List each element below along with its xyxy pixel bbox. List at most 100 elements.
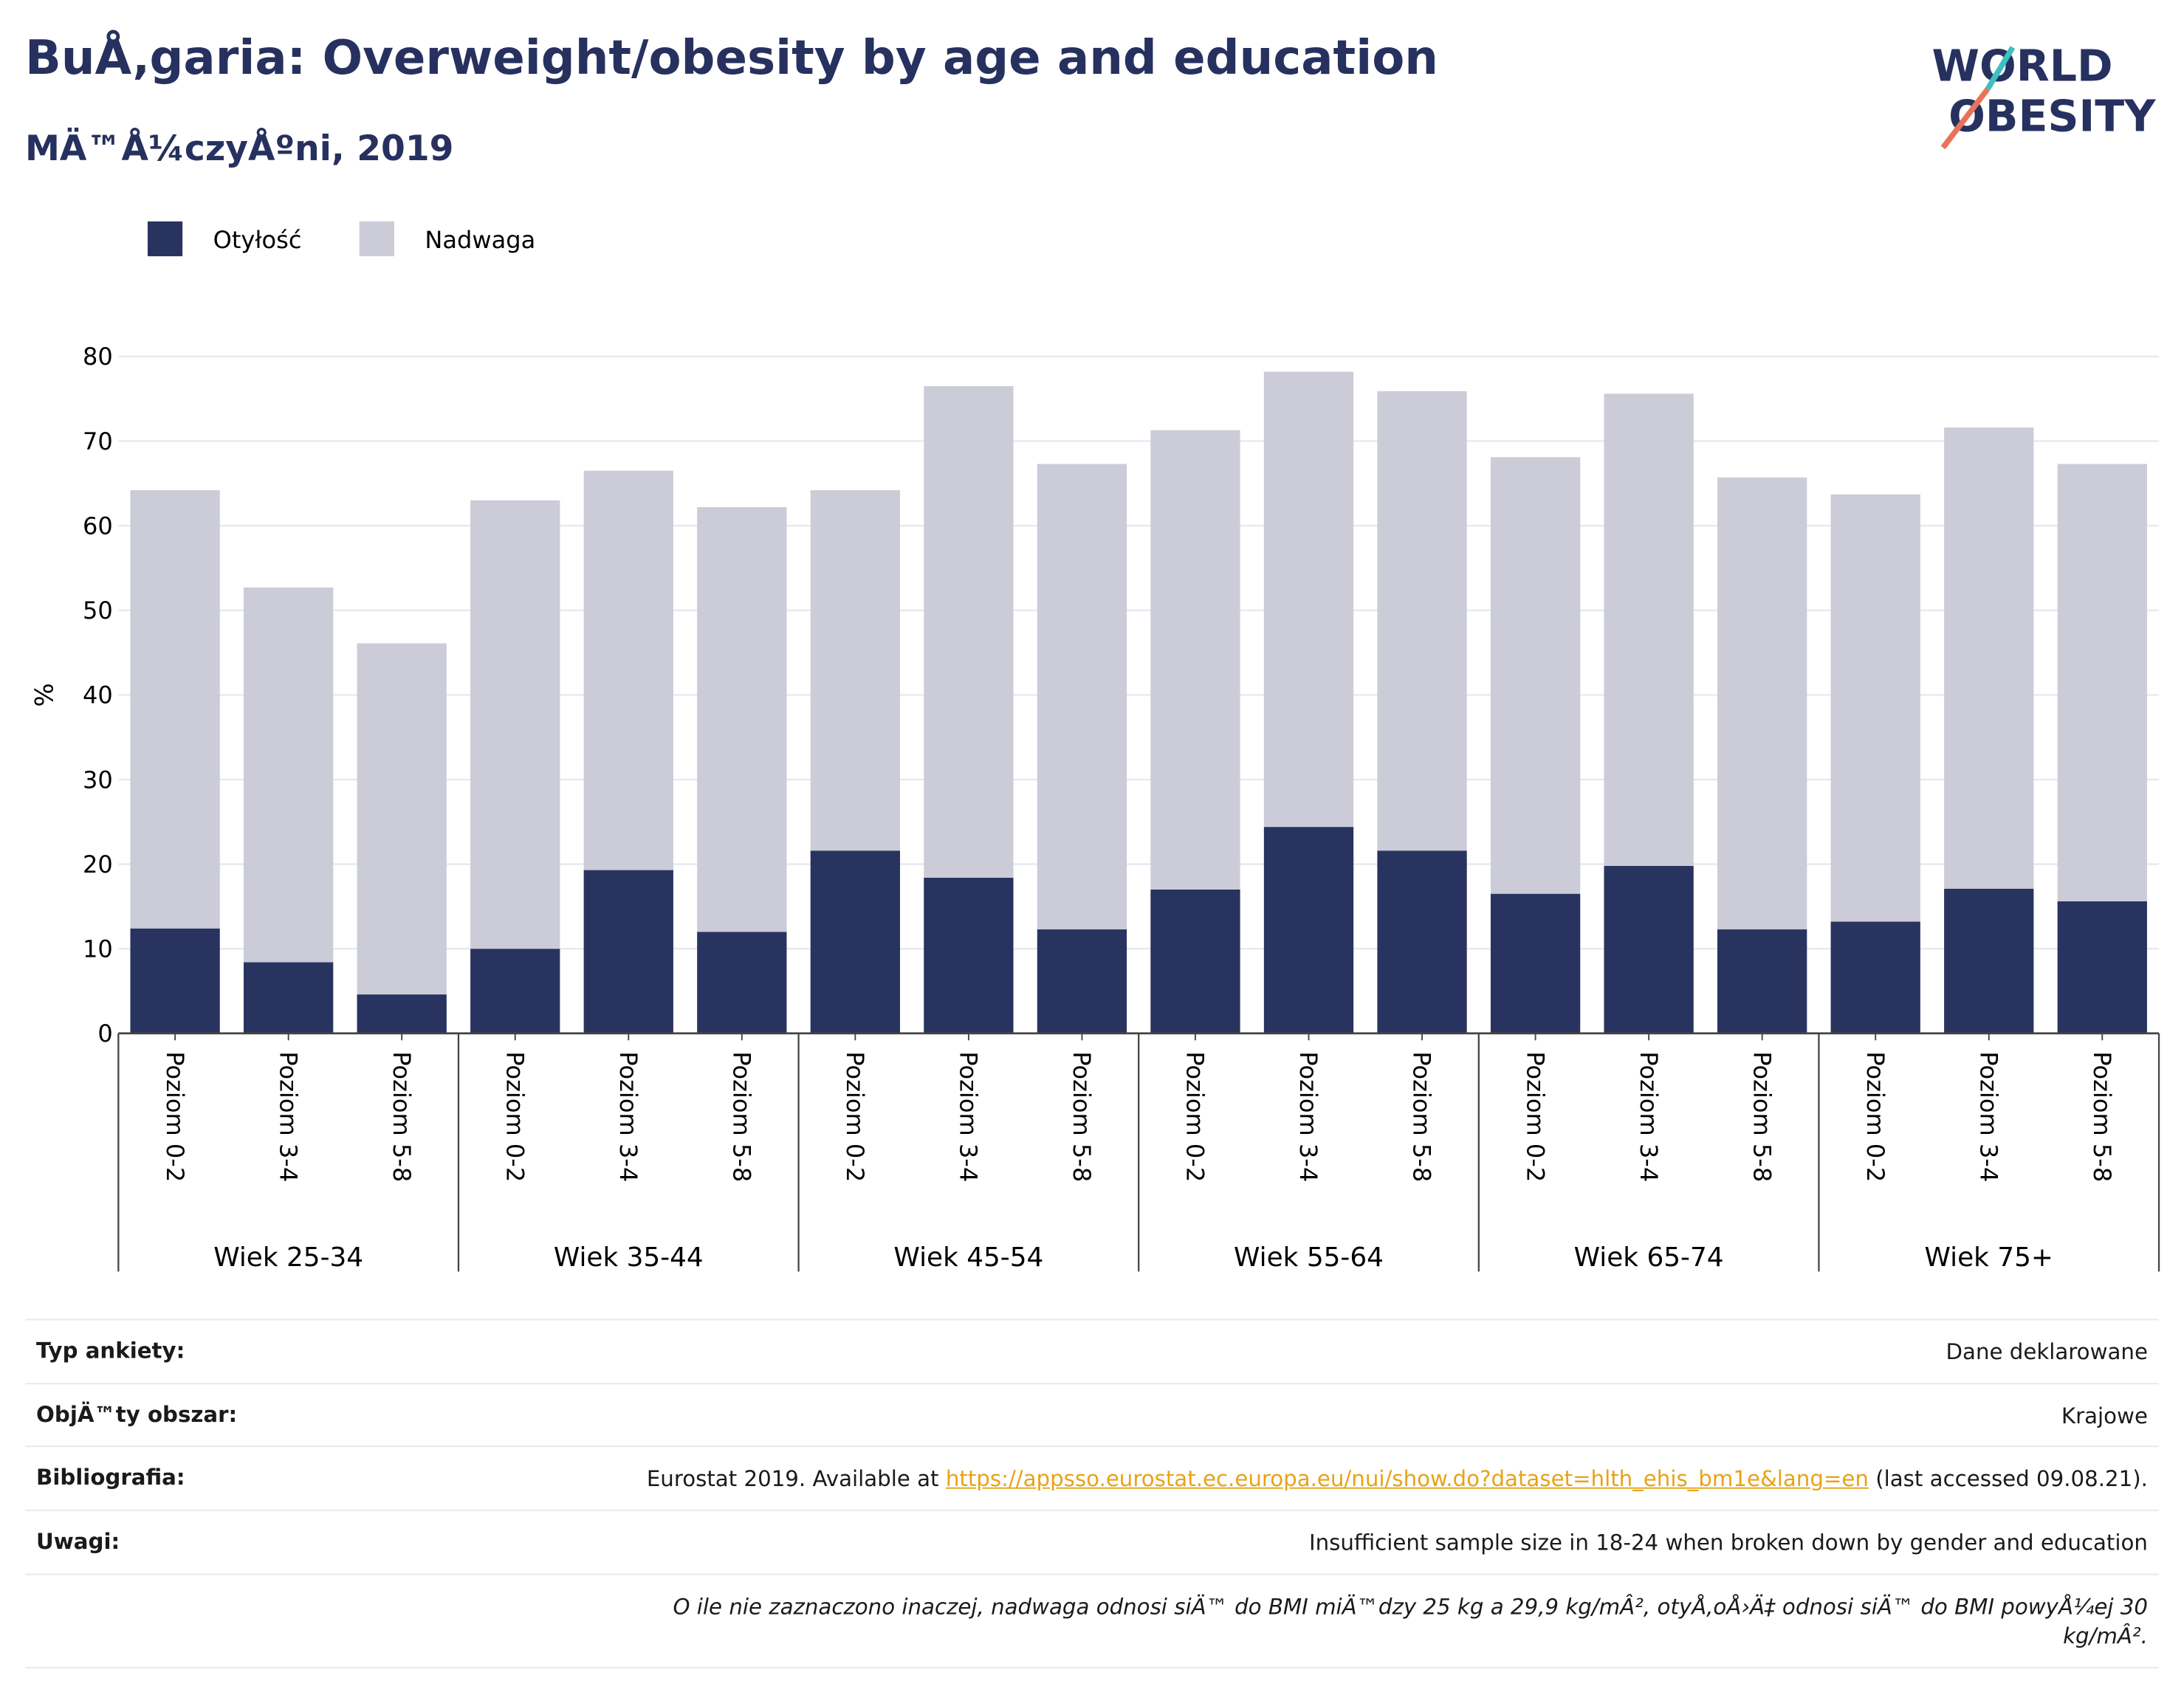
bar-segment — [2057, 464, 2147, 901]
bar-segment — [244, 962, 334, 1034]
x-tick-label: Poziom 5-8 — [2088, 1051, 2116, 1182]
bar-segment — [1604, 393, 1694, 866]
info-text: (last accessed 09.08.21). — [1868, 1467, 2148, 1493]
bar-segment — [1377, 850, 1467, 1034]
bar-segment — [470, 500, 560, 949]
legend-label: Nadwaga — [425, 226, 535, 254]
legend-label: Otyłość — [213, 226, 302, 254]
y-tick-label: 10 — [83, 935, 113, 963]
info-text: Insufficient sample size in 18-24 when b… — [1308, 1530, 2148, 1556]
bar-segment — [1150, 889, 1240, 1034]
logo-word: WORLD — [1932, 41, 2113, 91]
subtitle: MÄ™Å¼czyÅºni, 2019 — [24, 128, 454, 169]
note-row: O ile nie zaznaczono inaczej, nadwaga od… — [24, 1573, 2160, 1669]
bar-segment — [810, 850, 900, 1034]
bar-segment — [1490, 893, 1581, 1034]
y-tick-label: 80 — [83, 343, 113, 371]
title: BuÅ‚garia: Overweight/obesity by age and… — [24, 30, 1438, 86]
link[interactable]: https://appsso.eurostat.ec.europa.eu/nui… — [945, 1467, 1869, 1493]
bar-segment — [583, 470, 673, 870]
bar-segment — [1037, 464, 1127, 929]
info-value: Eurostat 2019. Available at https://apps… — [647, 1465, 2148, 1496]
bar-segment — [357, 994, 447, 1034]
info-row: ObjÄ™ty obszar: Krajowe — [24, 1382, 2160, 1446]
info-text: Dane deklarowane — [1946, 1339, 2148, 1365]
x-tick-label: Poziom 3-4 — [1635, 1051, 1663, 1182]
bar-segment — [1830, 494, 1920, 922]
group-label: Wiek 55-64 — [1234, 1242, 1384, 1273]
logo: WORLD OBESITY — [1932, 41, 2156, 150]
x-tick-label: Poziom 5-8 — [1408, 1051, 1436, 1182]
info-label: ObjÄ™ty obszar: — [36, 1402, 238, 1428]
x-tick-label: Poziom 0-2 — [501, 1051, 529, 1182]
y-tick-label: 0 — [97, 1020, 112, 1048]
x-tick-label: Poziom 3-4 — [1974, 1051, 2002, 1182]
x-tick-label: Poziom 5-8 — [1068, 1051, 1096, 1182]
bar-segment — [244, 587, 334, 963]
x-tick-label: Poziom 5-8 — [727, 1051, 755, 1182]
x-tick-label: Poziom 0-2 — [841, 1051, 869, 1182]
group-label: Wiek 75+ — [1925, 1242, 2053, 1273]
x-tick-label: Poziom 3-4 — [1294, 1051, 1322, 1182]
x-tick-label: Poziom 0-2 — [1861, 1051, 1889, 1182]
y-tick-label: 50 — [83, 596, 113, 625]
bar-segment — [1150, 430, 1240, 890]
bar-segment — [583, 870, 673, 1034]
bar-segment — [1490, 457, 1581, 894]
x-tick-label: Poziom 0-2 — [1181, 1051, 1209, 1182]
bar-segment — [924, 877, 1014, 1034]
x-tick-label: Poziom 5-8 — [1748, 1051, 1776, 1182]
y-tick-label: 70 — [83, 427, 113, 455]
info-row: Uwagi: Insufficient sample size in 18-24 … — [24, 1510, 2160, 1573]
x-tick-label: Poziom 0-2 — [161, 1051, 189, 1182]
y-tick-label: 40 — [83, 681, 113, 709]
info-label: Uwagi: — [36, 1529, 120, 1555]
bar-segment — [697, 932, 787, 1034]
chart: 0 10 20 30 40 50 60 70 80% Otyłość Nadwaga Poziom 0… — [30, 221, 2160, 1273]
group-label: Wiek 35-44 — [554, 1242, 704, 1273]
bar-segment — [1263, 827, 1354, 1034]
bar-segment — [924, 386, 1014, 878]
note: O ile nie zaznaczono inaczej, nadwaga od… — [673, 1594, 2148, 1650]
x-tick-label: Poziom 0-2 — [1521, 1051, 1549, 1182]
group-label: Wiek 25-34 — [213, 1242, 363, 1273]
y-tick-label: 60 — [83, 512, 113, 540]
x-tick-label: Poziom 3-4 — [955, 1051, 983, 1182]
bar-segment — [1944, 888, 2034, 1034]
legend-swatch — [147, 221, 183, 257]
bar-segment — [1830, 921, 1920, 1034]
info-value: Dane deklarowane — [1946, 1338, 2148, 1369]
info-row: Bibliografia: Eurostat 2019. Available at… — [24, 1445, 2160, 1510]
info-text: Krajowe — [2061, 1403, 2148, 1428]
bar-segment — [1037, 929, 1127, 1034]
y-tick-label: 20 — [83, 850, 113, 879]
info-row: Typ ankiety: Dane deklarowane — [24, 1318, 2160, 1382]
bar-segment — [1717, 477, 1807, 929]
info-text: Eurostat 2019. Available at — [646, 1467, 946, 1493]
info-table: Typ ankiety: Dane deklarowane ObjÄ™ty obsz… — [24, 1318, 2160, 1669]
bar-segment — [1604, 865, 1694, 1034]
bar-segment — [130, 928, 220, 1034]
info-value: Insufficient sample size in 18-24 when b… — [1309, 1529, 2148, 1559]
logo-slash — [1940, 87, 1991, 150]
y-axis-label: % — [30, 683, 60, 706]
bar-segment — [2057, 901, 2147, 1034]
bar-segment — [1263, 371, 1354, 828]
bar-segment — [130, 490, 220, 929]
info-value: Krajowe — [2061, 1402, 2148, 1432]
info-label: Typ ankiety: — [36, 1338, 185, 1364]
group-label: Wiek 65-74 — [1574, 1242, 1724, 1273]
x-tick-label: Poziom 3-4 — [614, 1051, 642, 1182]
x-tick-label: Poziom 3-4 — [274, 1051, 302, 1182]
bar-segment — [1377, 391, 1467, 851]
x-tick-label: Poziom 5-8 — [388, 1051, 416, 1182]
bar-segment — [1944, 427, 2034, 889]
bar-segment — [470, 949, 560, 1034]
bar-segment — [810, 490, 900, 851]
bar-segment — [697, 506, 787, 932]
info-label: Bibliografia: — [36, 1465, 185, 1491]
y-tick-label: 30 — [83, 766, 113, 794]
logo-slash — [1985, 46, 2016, 91]
legend-swatch — [359, 221, 394, 257]
